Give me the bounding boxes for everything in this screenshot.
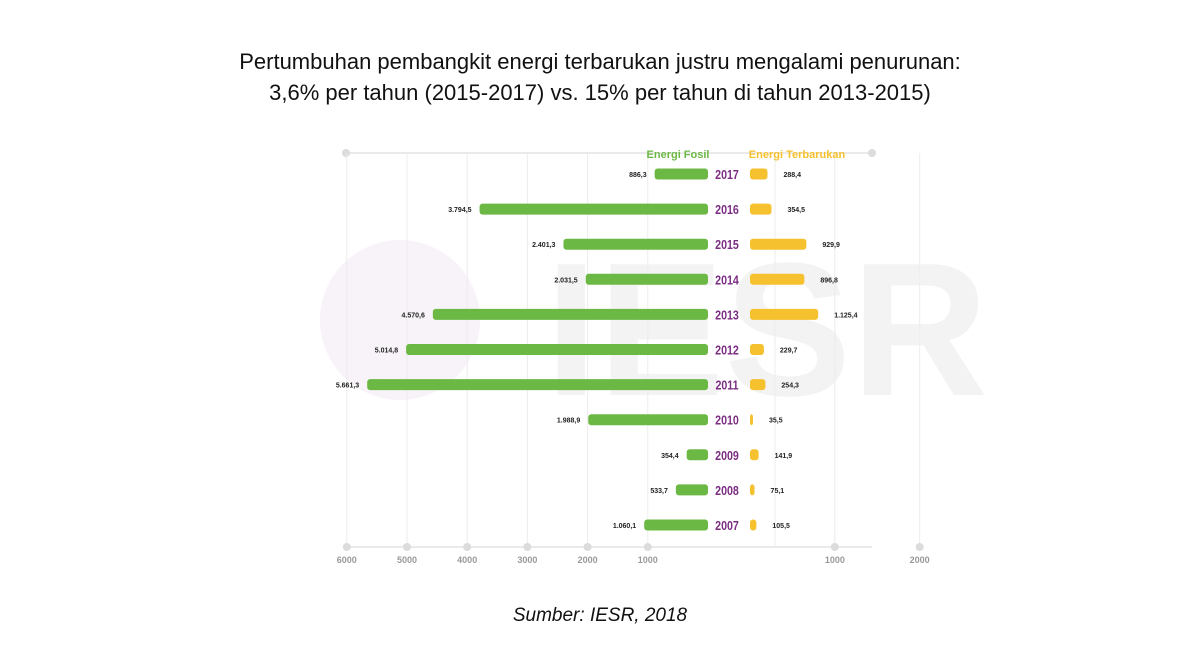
data-label-renewable-2012: 229,7 — [780, 348, 798, 355]
bar-fossil-2013 — [432, 308, 708, 320]
bar-renewable-2007 — [750, 519, 757, 531]
bar-renewable-2008 — [750, 484, 755, 496]
bar-fossil-2007 — [644, 519, 708, 531]
data-label-renewable-2015: 929,9 — [822, 242, 840, 249]
chart-title: Pertumbuhan pembangkit energi terbarukan… — [0, 46, 1200, 108]
tick-dot-left — [643, 543, 652, 551]
bar-renewable-2017 — [750, 168, 768, 180]
data-label-fossil-2017: 886,3 — [629, 172, 647, 179]
data-label-renewable-2007: 105,5 — [772, 523, 790, 530]
year-label-2013: 2013 — [715, 307, 739, 322]
bar-renewable-2014 — [750, 273, 805, 285]
bar-renewable-2013 — [750, 308, 819, 320]
bar-fossil-2017 — [654, 168, 708, 180]
bar-renewable-2016 — [750, 203, 772, 215]
grid-layer — [342, 149, 924, 551]
data-label-renewable-2011: 254,3 — [781, 383, 799, 390]
bar-fossil-2008 — [675, 484, 708, 496]
tick-dot-left — [342, 543, 351, 551]
year-label-2008: 2008 — [715, 483, 739, 498]
data-label-fossil-2013: 4.570,6 — [401, 312, 424, 319]
data-label-renewable-2013: 1.125,4 — [834, 312, 857, 319]
source-note: Sumber: IESR, 2018 — [512, 605, 688, 626]
year-label-2009: 2009 — [715, 448, 739, 463]
legend: Energi Fosil Energi Terbarukan — [647, 149, 846, 161]
tick-dot-right — [830, 543, 839, 551]
watermark-text: IESR — [545, 224, 988, 436]
tick-dot-left — [523, 543, 532, 551]
bar-renewable-2015 — [750, 238, 807, 250]
x-tick-label-right-2000: 2000 — [910, 555, 930, 565]
tick-dot-right — [915, 543, 924, 551]
x-tick-label-left-4000: 4000 — [457, 555, 477, 565]
data-label-fossil-2015: 2.401,3 — [532, 242, 555, 249]
bar-fossil-2015 — [563, 238, 708, 250]
bar-fossil-2010 — [588, 414, 708, 426]
data-label-renewable-2014: 896,8 — [820, 277, 838, 284]
legend-energi-fosil: Energi Fosil — [647, 149, 710, 161]
year-label-2015: 2015 — [715, 237, 739, 252]
chart-title-line-2: 3,6% per tahun (2015-2017) vs. 15% per t… — [269, 80, 931, 105]
bar-renewable-2009 — [750, 449, 759, 461]
bar-fossil-2009 — [686, 449, 708, 461]
data-label-fossil-2008: 533,7 — [650, 488, 668, 495]
data-label-fossil-2011: 5.661,3 — [336, 383, 359, 390]
bars-layer: 886,3 288,4 2017 3.794,5 354,5 2016 2.401,3 929… — [336, 167, 858, 533]
x-tick-label-left-1000: 1000 — [638, 555, 658, 565]
bar-fossil-2014 — [585, 273, 708, 285]
x-tick-label-left-5000: 5000 — [397, 555, 417, 565]
x-tick-label-right-1000: 1000 — [825, 555, 845, 565]
tick-dot-left — [403, 543, 411, 551]
x-tick-label-left-3000: 3000 — [517, 555, 537, 565]
chart-title-line-1: Pertumbuhan pembangkit energi terbarukan… — [239, 49, 961, 74]
year-label-2016: 2016 — [715, 202, 739, 217]
legend-energi-terbarukan: Energi Terbarukan — [749, 149, 846, 161]
data-label-fossil-2010: 1.988,9 — [557, 418, 580, 425]
year-label-2017: 2017 — [715, 167, 739, 182]
year-label-2012: 2012 — [715, 342, 739, 357]
bar-renewable-2012 — [750, 344, 764, 355]
bar-renewable-2011 — [750, 379, 766, 391]
data-label-fossil-2012: 5.014,8 — [375, 348, 398, 355]
data-label-fossil-2014: 2.031,5 — [554, 277, 577, 284]
data-label-fossil-2007: 1.060,1 — [613, 523, 636, 530]
data-label-renewable-2016: 354,5 — [787, 207, 805, 214]
axis-labels: 6000 5000 4000 3000 2000 1000 1000 2000 — [337, 555, 930, 565]
x-tick-label-left-6000: 6000 — [337, 555, 357, 565]
data-label-renewable-2009: 141,9 — [775, 453, 793, 460]
data-label-fossil-2016: 3.794,5 — [448, 207, 471, 214]
data-label-fossil-2009: 354,4 — [661, 453, 679, 460]
data-label-renewable-2008: 75,1 — [771, 488, 785, 495]
year-label-2007: 2007 — [715, 518, 739, 533]
bar-fossil-2016 — [479, 203, 708, 215]
year-label-2014: 2014 — [715, 272, 739, 287]
bar-fossil-2011 — [367, 379, 708, 391]
watermark: IESR — [320, 224, 988, 436]
tick-dot-left — [463, 543, 472, 551]
watermark-logo-icon — [320, 240, 480, 400]
year-label-2011: 2011 — [715, 378, 738, 393]
data-label-renewable-2017: 288,4 — [783, 172, 801, 179]
guide-dot — [868, 149, 876, 157]
x-tick-label-left-2000: 2000 — [578, 555, 598, 565]
bar-renewable-2010 — [750, 414, 753, 426]
tick-dot-left — [583, 543, 592, 551]
data-label-renewable-2010: 35,5 — [769, 418, 783, 425]
bar-fossil-2012 — [406, 344, 708, 355]
guide-dot — [342, 149, 350, 157]
year-label-2010: 2010 — [715, 413, 739, 428]
